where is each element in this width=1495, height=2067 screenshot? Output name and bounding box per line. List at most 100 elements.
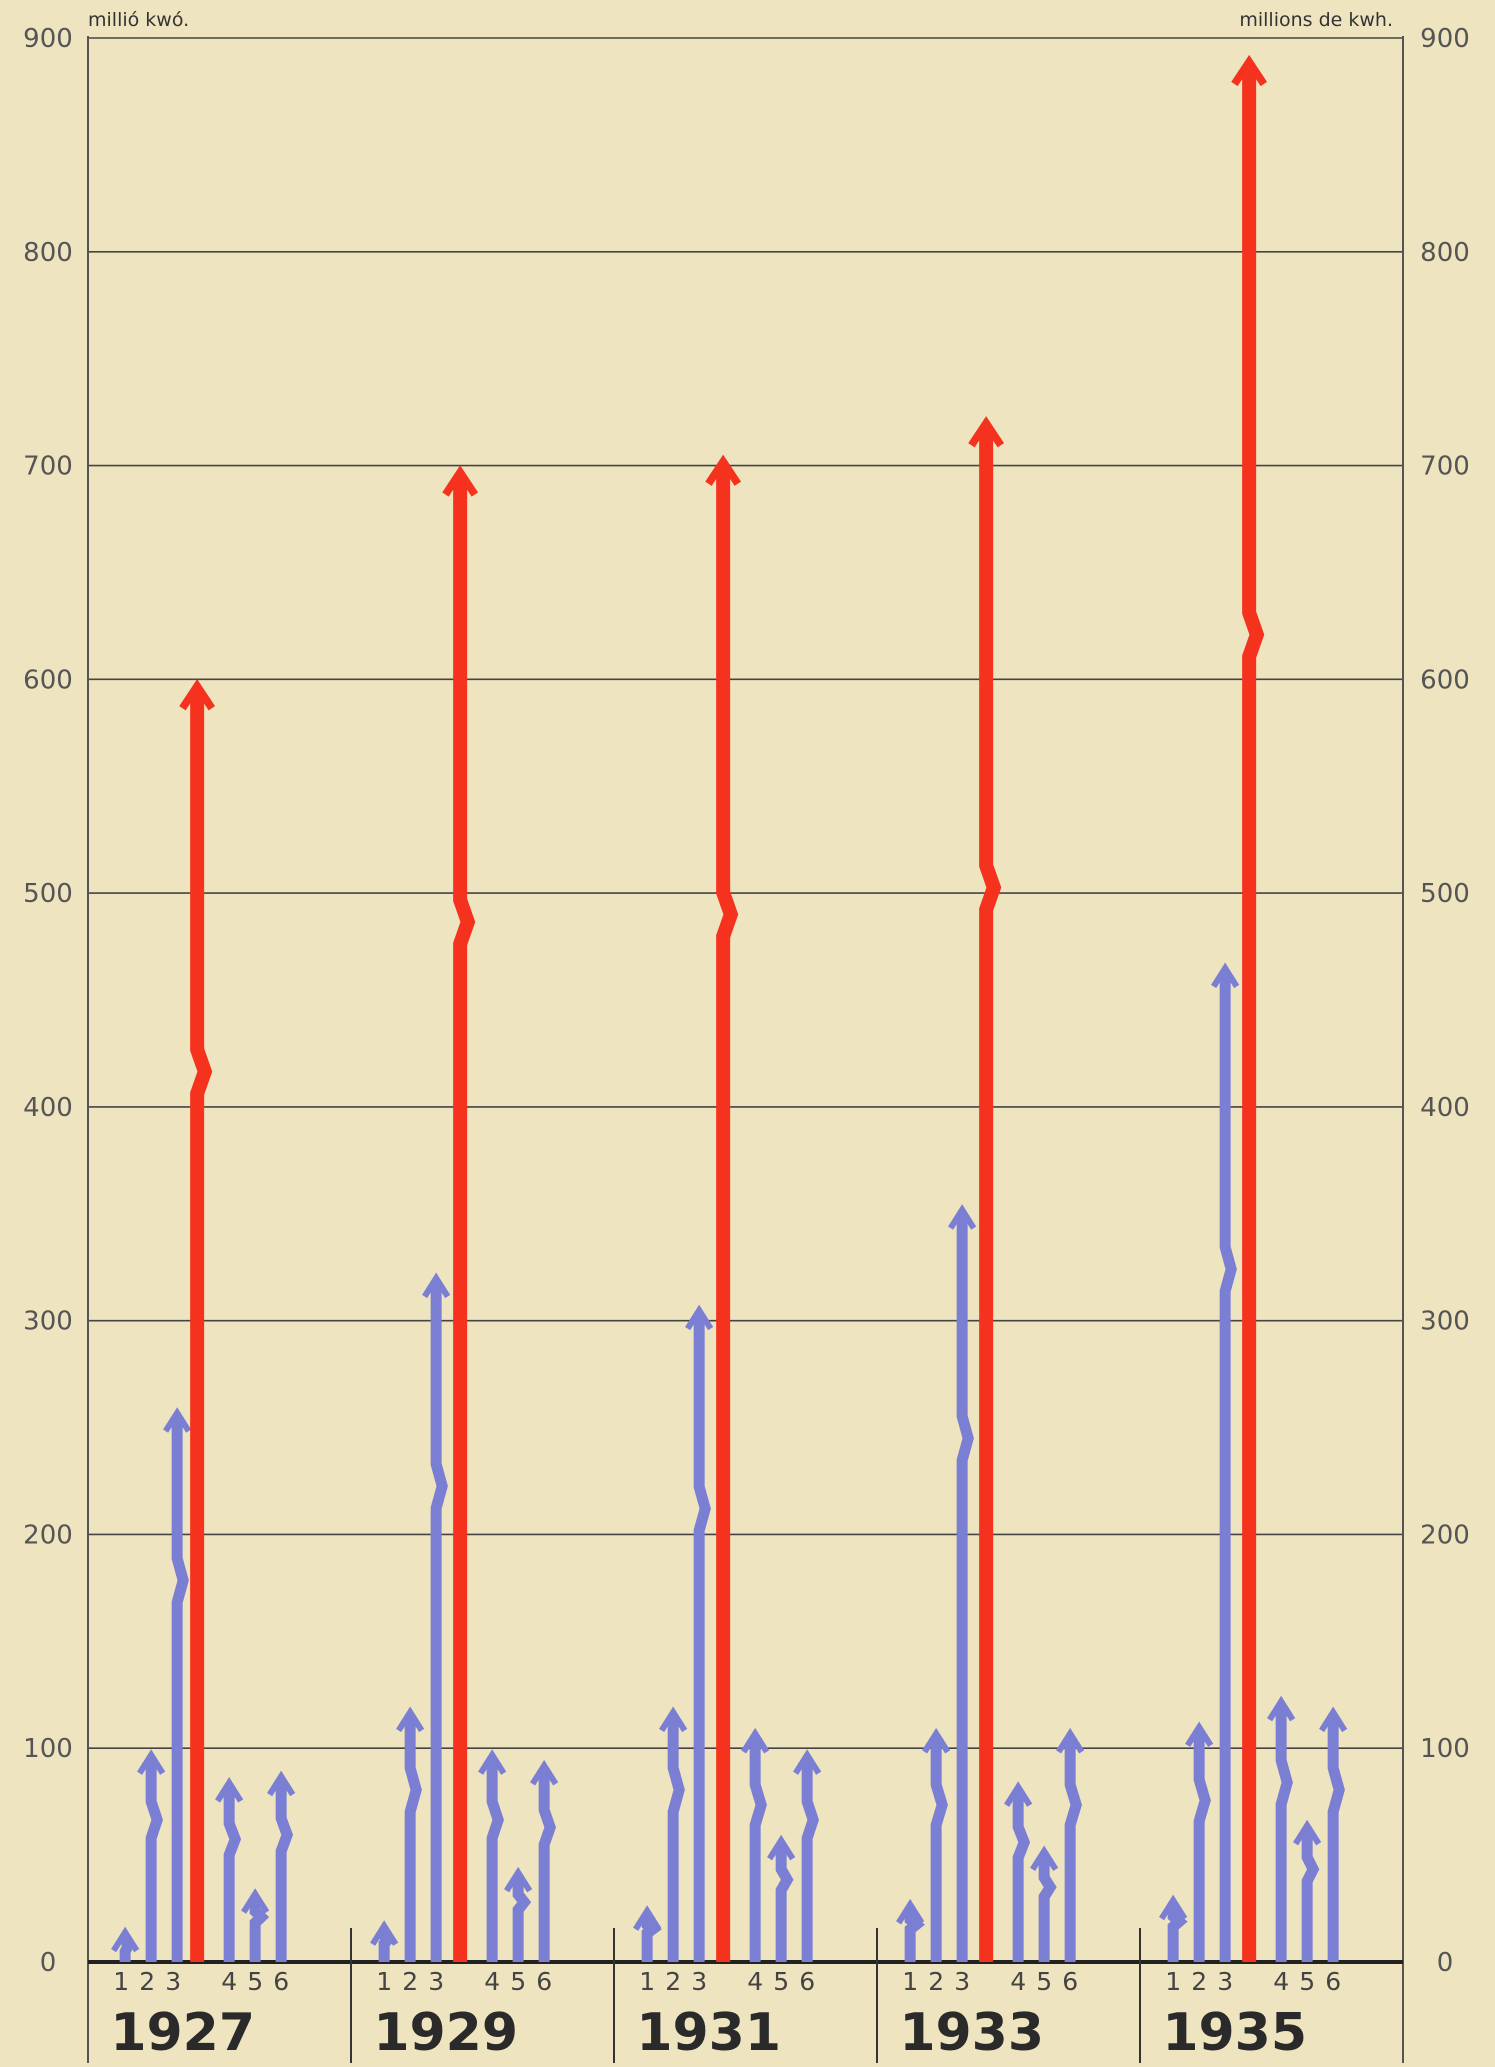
blue-arrow-1935-5 xyxy=(1301,1829,1320,1962)
blue-arrow-1935-1-head xyxy=(1159,1894,1188,1921)
sub-label-1927-5: 5 xyxy=(247,1967,263,1996)
red-arrow-1933-head xyxy=(968,416,1005,448)
blue-arrow-1931-2-head xyxy=(659,1706,688,1733)
blue-arrow-1933-4-head xyxy=(1004,1781,1033,1807)
y-tick-label-left-0: 0 xyxy=(40,1948,57,1978)
blue-arrow-1931-3 xyxy=(693,1314,711,1962)
red-arrow-1935-head xyxy=(1231,54,1268,87)
blue-arrow-1929-4-head xyxy=(478,1749,507,1775)
y-tick-label-left-500: 500 xyxy=(23,879,73,909)
blue-arrow-1931-4 xyxy=(749,1737,767,1962)
blue-arrow-1927-2 xyxy=(119,1935,134,1962)
sub-label-1933-6: 6 xyxy=(1062,1967,1078,1996)
y-tick-label-left-100: 100 xyxy=(23,1734,73,1764)
blue-arrow-1927-4-head xyxy=(215,1777,244,1803)
sub-label-1935-1: 1 xyxy=(1165,1967,1181,1996)
year-label-1935: 1935 xyxy=(1162,2003,1307,2063)
blue-arrow-1929-2-head xyxy=(396,1706,425,1733)
y-tick-label-right-500: 500 xyxy=(1420,879,1470,909)
blue-arrow-1933-3 xyxy=(956,1213,974,1962)
sub-label-1933-1: 1 xyxy=(902,1967,918,1996)
blue-arrow-1933-1 xyxy=(904,1908,926,1962)
red-arrow-1927 xyxy=(190,690,213,1962)
sub-label-1927-4: 4 xyxy=(221,1967,237,1996)
red-arrow-1931 xyxy=(716,465,739,1962)
sub-label-1931-3: 3 xyxy=(691,1967,707,1996)
blue-arrow-1929-2 xyxy=(404,1716,422,1962)
y-tick-label-left-900: 900 xyxy=(23,24,73,54)
blue-arrow-1929-4 xyxy=(486,1758,504,1962)
blue-arrow-1931-3-head xyxy=(685,1304,714,1331)
year-label-1929: 1929 xyxy=(373,2003,518,2063)
right-unit-label: millions de kwh. xyxy=(1239,9,1393,31)
blue-arrow-1933-6-head xyxy=(1056,1727,1085,1754)
y-tick-label-left-700: 700 xyxy=(23,452,73,482)
sub-label-1927-1: 1 xyxy=(113,1967,129,1996)
sub-label-1931-2: 2 xyxy=(665,1967,681,1996)
blue-arrow-1931-2 xyxy=(667,1716,685,1962)
blue-arrow-1935-4-head xyxy=(1267,1695,1296,1722)
sub-label-1935-4: 4 xyxy=(1273,1967,1289,1996)
year-label-1927: 1927 xyxy=(110,2003,255,2063)
blue-arrow-1935-2 xyxy=(1193,1731,1211,1962)
blue-arrow-1929-5-head xyxy=(504,1866,533,1893)
blue-arrow-1927-3 xyxy=(145,1758,163,1962)
blue-arrow-1931-5 xyxy=(775,1844,794,1962)
blue-arrow-1933-4 xyxy=(1012,1790,1031,1962)
sub-label-1933-2: 2 xyxy=(928,1967,944,1996)
blue-arrow-1931-6 xyxy=(801,1758,819,1962)
blue-arrow-1931-4-head xyxy=(741,1727,770,1754)
blue-arrow-1935-5-head xyxy=(1293,1819,1322,1846)
y-tick-label-left-800: 800 xyxy=(23,238,73,268)
blue-arrow-1931-1-head xyxy=(633,1905,662,1931)
chart-labels: millió kwó. millions de kwh. 0 0 100 100 200… xyxy=(23,9,1470,2063)
y-tick-label-right-400: 400 xyxy=(1420,1093,1470,1123)
y-tick-label-right-800: 800 xyxy=(1420,238,1470,268)
sub-label-1935-5: 5 xyxy=(1299,1967,1315,1996)
blue-arrow-1935-6-head xyxy=(1319,1706,1348,1733)
y-tick-label-right-700: 700 xyxy=(1420,452,1470,482)
left-unit-label: millió kwó. xyxy=(88,9,189,31)
red-arrow-1929-head xyxy=(442,465,479,497)
red-arrow-1933 xyxy=(979,427,1002,1962)
y-tick-label-right-200: 200 xyxy=(1420,1520,1470,1550)
blue-arrow-1935-6 xyxy=(1327,1716,1345,1962)
y-tick-label-left-400: 400 xyxy=(23,1093,73,1123)
y-tick-label-left-300: 300 xyxy=(23,1307,73,1337)
y-tick-label-right-600: 600 xyxy=(1420,665,1470,695)
sub-label-1927-3: 3 xyxy=(165,1967,181,1996)
blue-arrow-1927-4 xyxy=(223,1786,242,1962)
sub-label-1929-3: 3 xyxy=(428,1967,444,1996)
blue-arrow-1927-6 xyxy=(275,1780,294,1962)
y-tick-label-right-100: 100 xyxy=(1420,1734,1470,1764)
sub-label-1931-5: 5 xyxy=(773,1967,789,1996)
blue-arrow-1927-3-head xyxy=(137,1749,166,1775)
blue-arrow-1935-3 xyxy=(1219,972,1237,1962)
sub-label-1933-3: 3 xyxy=(954,1967,970,1996)
blue-arrow-1935-2-head xyxy=(1185,1721,1214,1748)
sub-label-1933-4: 4 xyxy=(1010,1967,1026,1996)
blue-arrow-1927-4-head xyxy=(163,1407,192,1433)
sub-label-1927-2: 2 xyxy=(139,1967,155,1996)
red-arrow-1927-head xyxy=(179,679,216,711)
blue-arrow-1927-5-head xyxy=(241,1888,270,1914)
blue-arrow-1929-3-head xyxy=(422,1272,451,1299)
y-tick-label-right-0: 0 xyxy=(1437,1948,1454,1978)
blue-arrow-1931-6-head xyxy=(793,1749,822,1775)
blue-arrow-1929-6 xyxy=(538,1769,557,1962)
blue-arrow-1929-5 xyxy=(512,1876,532,1962)
blue-arrow-1933-2-head xyxy=(922,1727,951,1754)
blue-arrow-1927-2-head xyxy=(111,1926,140,1953)
y-tick-label-right-300: 300 xyxy=(1420,1307,1470,1337)
blue-arrow-1935-1 xyxy=(1167,1904,1188,1962)
year-label-1931: 1931 xyxy=(636,2003,781,2063)
blue-arrow-1929-6-head xyxy=(530,1759,559,1786)
blue-arrow-1933-6 xyxy=(1064,1737,1082,1962)
sub-label-1935-3: 3 xyxy=(1217,1967,1233,1996)
chart-marks xyxy=(111,54,1348,1962)
year-label-1933: 1933 xyxy=(899,2003,1044,2063)
red-arrow-1929 xyxy=(453,476,476,1962)
red-arrow-1931-head xyxy=(705,454,742,486)
blue-arrow-1929-3 xyxy=(430,1282,448,1962)
y-tick-label-left-200: 200 xyxy=(23,1520,73,1550)
